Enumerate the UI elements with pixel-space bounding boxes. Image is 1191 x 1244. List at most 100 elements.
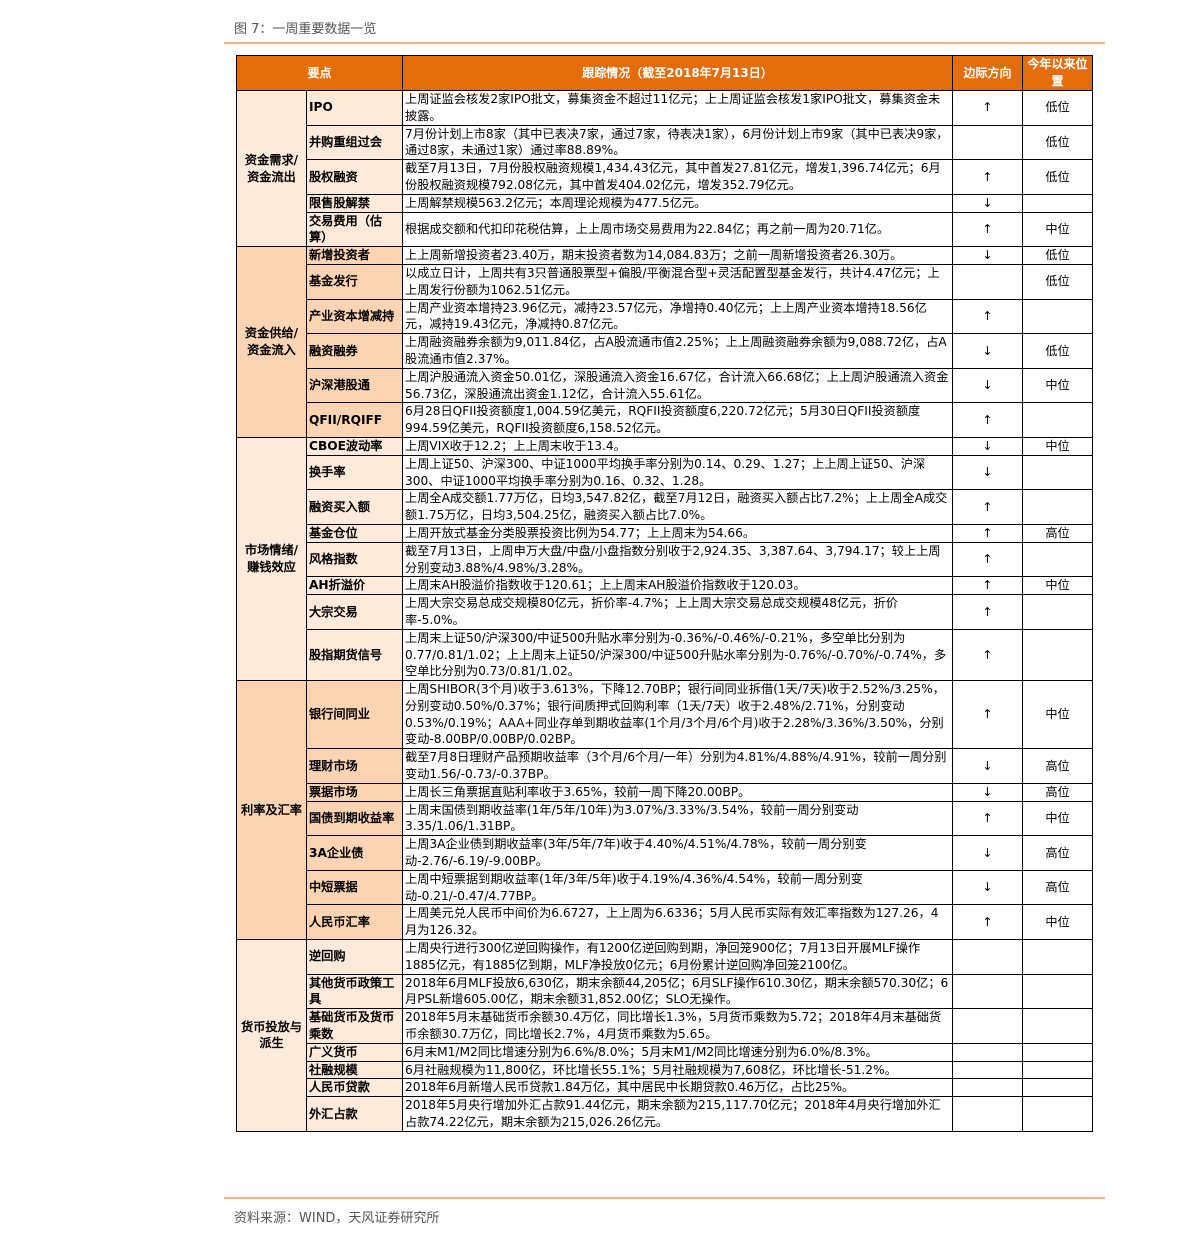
position-value	[1022, 193, 1094, 213]
table-row: 股指期货信号 上周末上证50/沪深300/中证500升贴水率分别为-0.36%/-…	[237, 628, 1094, 682]
item-label: 大宗交易	[305, 594, 404, 630]
item-label: 产业资本增减持	[305, 298, 404, 335]
item-label: 沪深港股通	[305, 367, 404, 404]
item-label: 基础货币及货币乘数	[305, 1008, 404, 1044]
tracking-text: 上周大宗交易总成交规模80亿元，折价率-4.7%；上上周大宗交易总成交规模48亿…	[402, 594, 954, 630]
direction-arrow: ↑	[952, 904, 1024, 941]
direction-arrow	[952, 1078, 1024, 1098]
table-row: 并购重组过会 7月份计划上市8家（其中已表决7家，通过7家，待表决1家），6月份计…	[237, 124, 1094, 161]
table-row: 其他货币政策工具 2018年6月MLF投放6,630亿，期末余额44,205亿；6…	[237, 973, 1094, 1010]
tracking-text: 上周中短票据到期收益率(1年/3年/5年)收于4.19%/4.36%/4.54%…	[402, 869, 954, 906]
item-label: IPO	[305, 90, 404, 126]
weekly-data-table: 要点 跟踪情况（截至2018年7月13日） 边际方向 今年以来位置 资金需求/资…	[235, 55, 1094, 1132]
position-value	[1022, 541, 1094, 578]
table-row: 资金需求/资金流出 IPO 上周证监会核发2家IPO批文，募集资金不超过11亿元；上…	[236, 89, 1094, 248]
tracking-text: 上周末AH股溢价指数收于120.61；上上周末AH股溢价指数收于120.03。	[402, 576, 954, 596]
tracking-text: 以成立日计，上周共有3只普通股票型+偏股/平衡混合型+灵活配置型基金发行，共计4…	[402, 263, 954, 300]
bottom-rule	[224, 1197, 1105, 1199]
position-value: 中位	[1022, 367, 1094, 404]
tracking-text: 上周全A成交额1.77万亿，日均3,547.82亿，截至7月12日，融资买入额占…	[402, 489, 954, 525]
item-label: 换手率	[305, 454, 404, 491]
table-row: 换手率 上周上证50、沪深300、中证1000平均换手率分别为0.14、0.29、…	[237, 454, 1094, 491]
item-label: 融资买入额	[305, 489, 404, 525]
tracking-text: 上上周新增投资者23.40万，期末投资者数为14,084.83万；之前一周新增投…	[402, 246, 954, 265]
item-label: 人民币贷款	[305, 1078, 404, 1098]
item-label: 股指期货信号	[305, 628, 404, 682]
item-label: 票据市场	[305, 782, 404, 802]
position-value: 中位	[1022, 211, 1094, 248]
table-row: 理财市场 截至7月8日理财产品预期收益率（3个月/6个月/一年）分别为4.81%/…	[237, 748, 1094, 784]
table-row: 国债到期收益率 上周末国债到期收益率(1年/5年/10年)为3.07%/3.33%…	[237, 800, 1094, 837]
table-row: 资金供给/资金流入 新增投资者 上上周新增投资者23.40万，期末投资者数为14,0…	[236, 246, 1094, 438]
direction-arrow: ↓	[952, 835, 1024, 871]
tracking-text: 上周美元兑人民币中间价为6.6727，上上周为6.6336；5月人民币实际有效汇…	[402, 904, 954, 941]
direction-arrow: ↓	[952, 367, 1024, 404]
tracking-text: 截至7月8日理财产品预期收益率（3个月/6个月/一年）分别为4.81%/4.88…	[402, 748, 954, 784]
position-value: 中位	[1022, 576, 1094, 596]
header-position: 今年以来位置	[1022, 55, 1094, 91]
direction-arrow	[952, 1008, 1024, 1044]
item-label: 融资融券	[305, 333, 404, 369]
tracking-text: 上周证监会核发2家IPO批文，募集资金不超过11亿元；上上周证监会核发1家IPO…	[402, 90, 954, 126]
tracking-text: 上周VIX收于12.2；上上周末收于13.4。	[402, 436, 954, 456]
tracking-text: 2018年5月末基础货币余额30.4万亿，同比增长1.3%，5月货币乘数为5.7…	[402, 1008, 954, 1044]
item-label: 理财市场	[305, 748, 404, 784]
position-value	[1022, 489, 1094, 525]
table-row: 交易费用（估算） 根据成交额和代扣印花税估算，上上周市场交易费用为22.84亿；再…	[237, 211, 1094, 248]
direction-arrow	[952, 1060, 1024, 1080]
position-value	[1022, 298, 1094, 335]
tracking-text: 6月28日QFII投资额度1,004.59亿美元，RQFII投资额度6,220.…	[402, 402, 954, 438]
position-value: 高位	[1022, 782, 1094, 802]
direction-arrow: ↑	[952, 90, 1024, 126]
source-note: 资料来源：WIND，天风证券研究所	[234, 1211, 440, 1226]
position-value	[1022, 402, 1094, 438]
position-value	[1022, 1078, 1094, 1098]
tracking-text: 6月末M1/M2同比增速分别为6.6%/8.0%；5月末M1/M2同比增速分别为…	[402, 1042, 954, 1062]
table-row: 基金仓位 上周开放式基金分类股票投资比例为54.77；上上周末为54.66。 ↑ 高位	[237, 523, 1094, 543]
direction-arrow: ↑	[952, 594, 1024, 630]
direction-arrow: ↑	[952, 489, 1024, 525]
table-row: 中短票据 上周中短票据到期收益率(1年/3年/5年)收于4.19%/4.36%/4…	[237, 869, 1094, 906]
header-key-point: 要点	[235, 55, 404, 91]
tracking-text: 上周央行进行300亿逆回购操作，有1200亿逆回购到期，净回笼900亿；7月13…	[402, 939, 954, 975]
tracking-text: 上周沪股通流入资金50.01亿，深股通流入资金16.67亿，合计流入66.68亿…	[402, 367, 954, 404]
table-row: 货币投放与派生 逆回购 上周央行进行300亿逆回购操作，有1200亿逆回购到期，净回…	[236, 939, 1094, 1132]
group-label: 资金供给/资金流入	[236, 246, 307, 438]
direction-arrow	[952, 939, 1024, 975]
tracking-text: 上周产业资本增持23.96亿元，减持23.57亿元，净增持0.40亿元；上上周产…	[402, 298, 954, 335]
position-value: 低位	[1022, 124, 1094, 161]
item-label: 风格指数	[305, 541, 404, 578]
table-row: QFII/RQIFF 6月28日QFII投资额度1,004.59亿美元，RQFII…	[237, 402, 1094, 438]
position-value	[1022, 594, 1094, 630]
direction-arrow	[952, 124, 1024, 161]
tracking-text: 2018年5月央行增加外汇占款91.44亿元，期末余额为215,117.70亿元…	[402, 1096, 954, 1132]
direction-arrow: ↑	[952, 402, 1024, 438]
position-value: 低位	[1022, 159, 1094, 195]
tracking-text: 上周3A企业债到期收益率(3年/5年/7年)收于4.40%/4.51%/4.78…	[402, 835, 954, 871]
tracking-text: 上周融资融券余额为9,011.84亿，占A股流通市值2.25%；上上周融资融券余…	[402, 333, 954, 369]
direction-arrow: ↑	[952, 800, 1024, 837]
tracking-text: 根据成交额和代扣印花税估算，上上周市场交易费用为22.84亿；再之前一周为20.…	[402, 211, 954, 248]
direction-arrow	[952, 1042, 1024, 1062]
item-label: 基金发行	[305, 263, 404, 300]
tracking-text: 上周末上证50/沪深300/中证500升贴水率分别为-0.36%/-0.46%/…	[402, 628, 954, 682]
item-label: 逆回购	[305, 939, 404, 975]
item-label: 银行间同业	[305, 680, 404, 750]
item-label: QFII/RQIFF	[305, 402, 404, 438]
direction-arrow: ↑	[952, 576, 1024, 596]
table-row: 限售股解禁 上周解禁规模563.2亿元；本周理论规模为477.5亿元。 ↓	[237, 193, 1094, 213]
direction-arrow: ↓	[952, 333, 1024, 369]
position-value: 低位	[1022, 263, 1094, 300]
tracking-text: 上周解禁规模563.2亿元；本周理论规模为477.5亿元。	[402, 193, 954, 213]
table-row: 产业资本增减持 上周产业资本增持23.96亿元，减持23.57亿元，净增持0.40…	[237, 298, 1094, 335]
item-label: 3A企业债	[305, 835, 404, 871]
group-label: 货币投放与派生	[236, 939, 307, 1132]
table-row: 票据市场 上周长三角票据直贴利率收于3.65%，较前一周下降20.00BP。 ↓ 高位	[237, 782, 1094, 802]
table-row: 利率及汇率 银行间同业 上周SHIBOR(3个月)收于3.613%，下降12.70B…	[236, 680, 1094, 941]
tracking-text: 2018年6月MLF投放6,630亿，期末余额44,205亿；6月SLF操作61…	[402, 973, 954, 1010]
table-row: 沪深港股通 上周沪股通流入资金50.01亿，深股通流入资金16.67亿，合计流入6…	[237, 367, 1094, 404]
direction-arrow: ↓	[952, 436, 1024, 456]
position-value	[1022, 454, 1094, 491]
direction-arrow: ↓	[952, 869, 1024, 906]
position-value: 低位	[1022, 333, 1094, 369]
